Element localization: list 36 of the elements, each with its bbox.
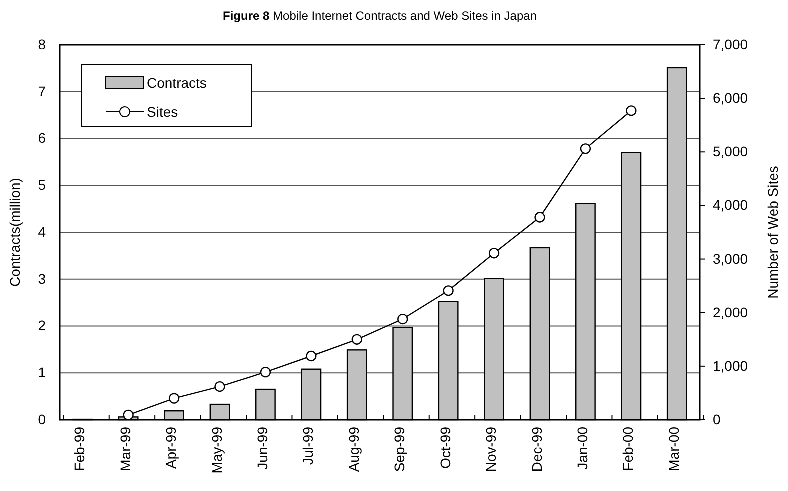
y-tick-label: 8: [38, 36, 46, 52]
x-tick-label: Mar-00: [666, 426, 682, 472]
y-tick-label: 4: [38, 224, 46, 240]
x-tick-label: Nov-99: [483, 426, 500, 472]
legend-label: Sites: [147, 104, 178, 120]
x-tick-label: May-99: [208, 426, 225, 474]
y-tick-label: 7: [38, 83, 46, 100]
y-tick-label: 5: [38, 177, 46, 194]
y2-tick-label: 0: [713, 411, 721, 428]
x-tick-label: Sep-99: [392, 426, 408, 472]
y2-tick-label: 4,000: [713, 197, 748, 214]
y-tick-label: 1: [38, 364, 46, 381]
x-tick-label: Jul-99: [300, 426, 316, 466]
x-tick-label: Aug-99: [346, 426, 362, 472]
y2-tick-label: 7,000: [713, 36, 748, 52]
y-tick-label: 6: [38, 130, 46, 146]
y-tick-label: 3: [38, 270, 46, 287]
y-tick-label: 0: [38, 411, 46, 428]
x-tick-label: Jan-00: [574, 426, 591, 470]
y2-tick-label: 6,000: [713, 90, 748, 106]
y-tick-label: 2: [38, 318, 46, 334]
y2-tick-label: 2,000: [713, 304, 748, 320]
legend-label: Contracts: [147, 75, 207, 91]
y2-tick-label: 1,000: [713, 358, 748, 374]
y-axis-title: Contracts(million): [7, 178, 23, 287]
y2-axis-title: Number of Web Sites: [765, 166, 781, 299]
chart-title: Figure 8 Mobile Internet Contracts and Web Sites in Japan: [223, 9, 537, 23]
y2-tick-label: 5,000: [713, 144, 748, 160]
x-tick-label: Feb-99: [72, 426, 88, 472]
x-tick-label: Mar-99: [117, 426, 134, 472]
x-tick-label: Jun-99: [254, 426, 271, 470]
x-tick-label: Dec-99: [528, 426, 545, 472]
x-tick-label: Oct-99: [437, 426, 454, 470]
x-tick-label: Feb-00: [620, 426, 636, 472]
x-tick-label: Apr-99: [163, 426, 180, 470]
y2-tick-label: 3,000: [713, 250, 748, 267]
